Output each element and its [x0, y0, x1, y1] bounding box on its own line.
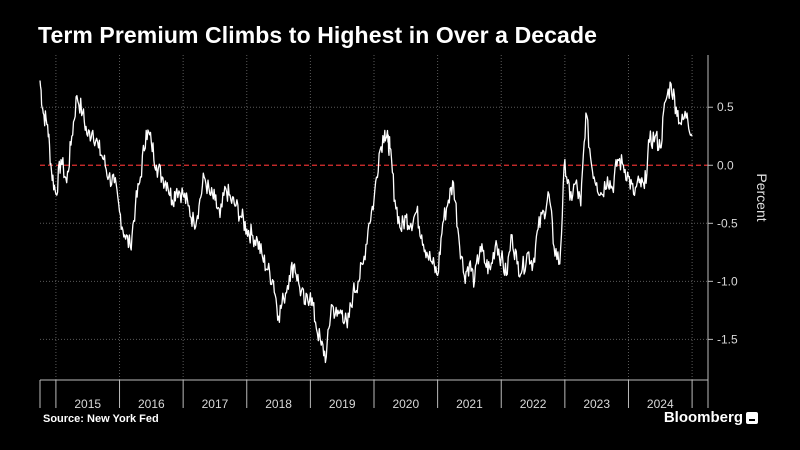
- x-tick-label: 2018: [265, 397, 292, 411]
- x-tick-label: 2021: [456, 397, 483, 411]
- x-tick-label: 2020: [392, 397, 419, 411]
- source-note: Source: New York Fed: [43, 413, 159, 425]
- y-tick-label: -0.5: [717, 216, 738, 230]
- brand-name: Bloomberg: [663, 409, 743, 426]
- x-axis: 2015 2016 2017 2018 2019 2020 2021 2022 2023 2024: [39, 379, 708, 411]
- y-axis-label: Percent: [754, 173, 770, 221]
- y-tick-label: -1.0: [717, 274, 738, 288]
- x-tick-label: 2016: [138, 397, 165, 411]
- x-tick-label: 2022: [520, 397, 547, 411]
- x-tick-label: 2024: [647, 397, 674, 411]
- x-tick-label: 2017: [202, 397, 229, 411]
- x-tick-label: 2015: [74, 397, 101, 411]
- term-premium-line: [39, 80, 693, 364]
- chart-title: Term Premium Climbs to Highest in Over a…: [38, 22, 597, 48]
- y-tick-label: 0.0: [717, 158, 734, 172]
- y-tick-label: 0.5: [717, 100, 734, 114]
- x-tick-label: 2019: [329, 397, 356, 411]
- bloomberg-badge-icon: [746, 411, 758, 424]
- y-axis: 0.5 0.0 -0.5 -1.0 -1.5: [707, 55, 738, 408]
- y-tick-label: -1.5: [717, 332, 738, 346]
- gridlines: [40, 55, 708, 380]
- x-tick-label: 2023: [583, 397, 610, 411]
- bloomberg-logo: Bloomberg: [664, 409, 758, 426]
